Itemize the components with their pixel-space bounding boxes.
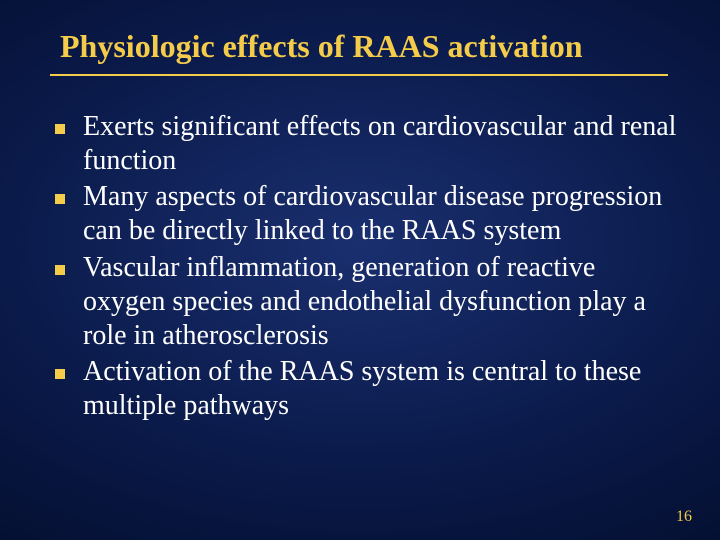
bullet-text: Many aspects of cardiovascular disease p…	[83, 180, 680, 248]
square-bullet-icon	[55, 369, 65, 379]
square-bullet-icon	[55, 265, 65, 275]
slide: Physiologic effects of RAAS activation E…	[0, 0, 720, 540]
slide-body: Exerts significant effects on cardiovasc…	[55, 110, 680, 425]
list-item: Exerts significant effects on cardiovasc…	[55, 110, 680, 178]
square-bullet-icon	[55, 194, 65, 204]
bullet-text: Exerts significant effects on cardiovasc…	[83, 110, 680, 178]
page-number: 16	[676, 508, 692, 526]
title-underline	[50, 74, 668, 76]
bullet-text: Activation of the RAAS system is central…	[83, 355, 680, 423]
slide-title: Physiologic effects of RAAS activation	[60, 28, 680, 65]
list-item: Activation of the RAAS system is central…	[55, 355, 680, 423]
square-bullet-icon	[55, 124, 65, 134]
list-item: Many aspects of cardiovascular disease p…	[55, 180, 680, 248]
list-item: Vascular inflammation, generation of rea…	[55, 251, 680, 353]
bullet-text: Vascular inflammation, generation of rea…	[83, 251, 680, 353]
